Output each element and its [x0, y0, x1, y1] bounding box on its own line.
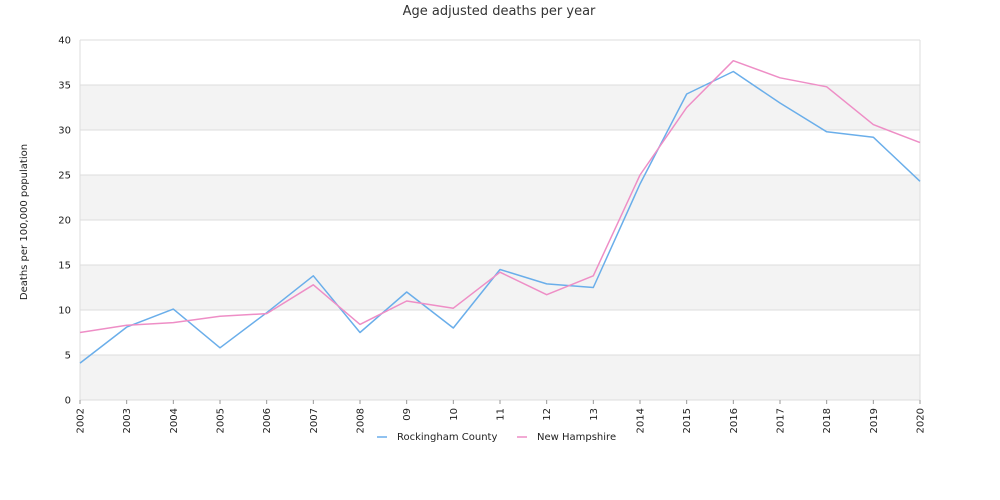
plot-band — [80, 175, 920, 220]
chart-title: Age adjusted deaths per year — [403, 4, 596, 19]
x-tick-label: 2020 — [916, 408, 927, 433]
plot-band — [80, 40, 920, 85]
x-tick-label: 2004 — [169, 408, 180, 433]
y-axis-label: Deaths per 100,000 population — [19, 144, 30, 300]
y-axis-ticks: 0 5 10 15 20 25 30 35 40 — [58, 36, 71, 407]
x-tick-label: 2014 — [636, 408, 647, 433]
x-tick-label: 2019 — [869, 408, 880, 433]
plot-background — [80, 40, 920, 400]
y-tick-label: 35 — [58, 81, 71, 92]
x-tick-label: 2005 — [216, 408, 227, 433]
y-tick-label: 25 — [58, 171, 71, 182]
x-tick-label: 2017 — [776, 408, 787, 433]
legend-label: Rockingham County — [397, 432, 497, 443]
x-tick-label: 2015 — [682, 408, 693, 433]
plot-band — [80, 310, 920, 355]
x-tick-label: 2007 — [309, 408, 320, 433]
y-tick-label: 0 — [65, 396, 71, 407]
x-tick-label: 2006 — [262, 408, 273, 433]
legend: Rockingham County New Hampshire — [377, 432, 616, 443]
y-tick-label: 5 — [65, 351, 71, 362]
plot-band — [80, 85, 920, 130]
x-tick-label: 2003 — [122, 408, 133, 433]
plot-band — [80, 130, 920, 175]
x-tick-label: 10 — [449, 408, 460, 421]
series-line-new-hampshire — [79, 59, 921, 334]
x-tick-label: 2008 — [356, 408, 367, 433]
x-tick-label: 2016 — [729, 408, 740, 433]
legend-label: New Hampshire — [537, 432, 616, 443]
y-tick-label: 10 — [58, 306, 71, 317]
y-tick-label: 20 — [58, 216, 71, 227]
series-line-rockingham-county — [79, 70, 921, 364]
x-tick-label: 09 — [402, 408, 413, 421]
x-tick-label: 11 — [496, 408, 507, 421]
x-axis-ticks: 2002 2003 2004 2005 2006 2007 2008 09 10 11 12 13 20… — [76, 400, 927, 433]
plot-band — [80, 355, 920, 400]
y-tick-label: 15 — [58, 261, 71, 272]
plot-band — [80, 220, 920, 265]
y-tick-label: 40 — [58, 36, 71, 47]
x-tick-label: 12 — [542, 408, 553, 421]
x-tick-label: 13 — [589, 408, 600, 421]
series-lines — [79, 59, 921, 364]
x-tick-label: 2018 — [822, 408, 833, 433]
y-tick-label: 30 — [58, 126, 71, 137]
x-tick-label: 2002 — [76, 408, 87, 433]
